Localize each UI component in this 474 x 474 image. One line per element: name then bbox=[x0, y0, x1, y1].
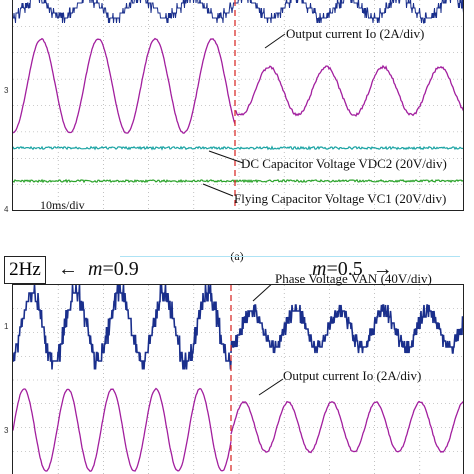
modulation-right: m=0.5 → bbox=[312, 258, 393, 280]
frequency-box: 2Hz bbox=[4, 256, 46, 284]
annotation-arrow bbox=[202, 183, 234, 197]
output-current-trace bbox=[13, 37, 236, 134]
dc-capacitor-label: DC Capacitor Voltage VDC2 (20V/div) bbox=[241, 156, 447, 171]
channel-marker: 3 bbox=[4, 426, 9, 435]
flying-capacitor-label: Flying Capacitor Voltage VC1 (20V/div) bbox=[234, 191, 447, 206]
scope-traces-a bbox=[13, 0, 463, 210]
channel-marker: 1 bbox=[4, 322, 9, 331]
output-current-trace-b bbox=[13, 387, 232, 472]
annotation-arrow bbox=[252, 285, 272, 302]
phase-voltage-trace bbox=[13, 285, 232, 370]
phase-voltage-trace bbox=[230, 304, 463, 354]
phase-voltage-label: Phase Voltage VAN (40V/div) bbox=[275, 271, 432, 286]
scope-traces-b bbox=[13, 285, 463, 474]
channel-marker: 4 bbox=[4, 205, 9, 214]
annotation-arrow bbox=[264, 33, 286, 49]
annotation-arrow bbox=[258, 378, 284, 396]
modulation-left: ← m=0.9 bbox=[58, 258, 139, 280]
phase-voltage-trace-partial bbox=[13, 0, 463, 24]
flying-capacitor-trace bbox=[13, 178, 463, 184]
timebase-label: 10ms/div bbox=[40, 198, 85, 212]
scope-panel-a bbox=[12, 0, 464, 211]
output-current-label: Output current Io (2A/div) bbox=[286, 26, 425, 41]
output-current-trace-b bbox=[230, 400, 463, 454]
channel-marker: 3 bbox=[4, 86, 9, 95]
output-current-trace bbox=[234, 64, 463, 117]
modulation-divider-line bbox=[120, 256, 460, 257]
scope-panel-b bbox=[12, 284, 464, 474]
dc-capacitor-trace bbox=[13, 145, 463, 151]
annotation-arrow bbox=[208, 150, 244, 164]
output-current-label-b: Output current Io (2A/div) bbox=[283, 368, 422, 383]
